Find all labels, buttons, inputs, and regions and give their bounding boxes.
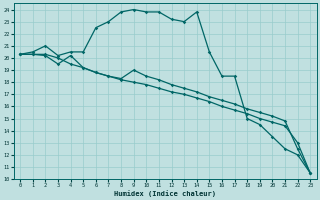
X-axis label: Humidex (Indice chaleur): Humidex (Indice chaleur) <box>114 190 216 197</box>
